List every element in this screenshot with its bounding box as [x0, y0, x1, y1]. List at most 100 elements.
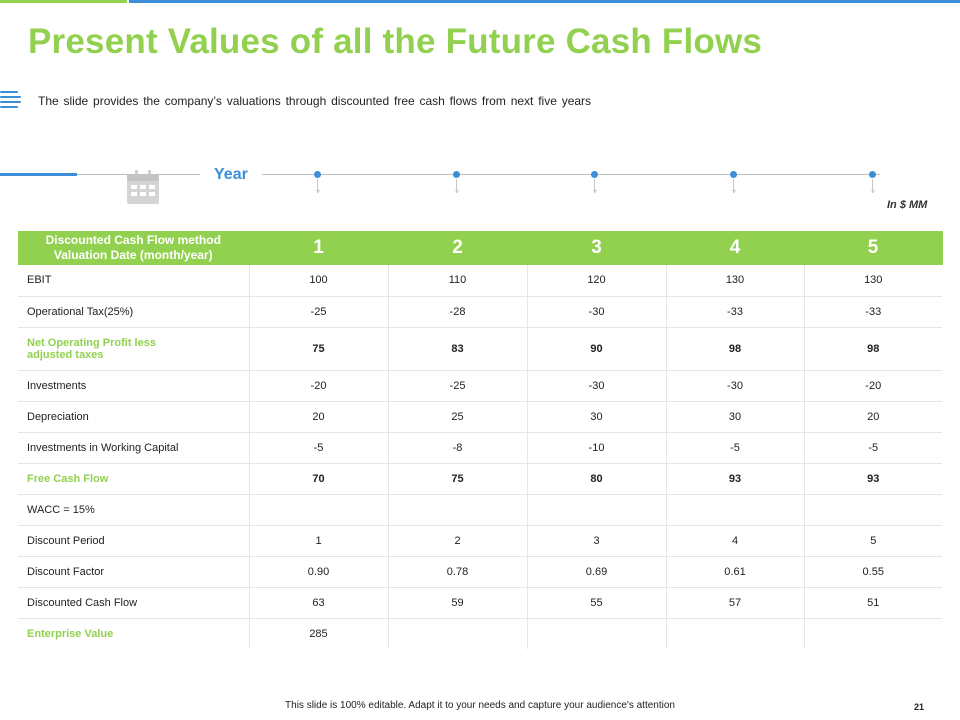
timeline-dot [591, 171, 598, 178]
table-cell: -33 [804, 296, 942, 328]
table-header-year: 5 [804, 231, 943, 265]
calendar-icon [127, 170, 159, 204]
table-cell: 93 [804, 463, 942, 495]
table-cell [804, 618, 942, 649]
table-cell: 110 [388, 265, 528, 297]
subtitle: The slide provides the company’s valuati… [38, 94, 592, 108]
table-cell: 20 [249, 401, 389, 433]
hamburger-menu-icon [0, 91, 22, 108]
row-label: Enterprise Value [18, 618, 250, 649]
timeline-dot [869, 171, 876, 178]
row-label: Investments [18, 370, 250, 402]
row-label: Free Cash Flow [18, 463, 250, 495]
table-cell: 130 [804, 265, 942, 297]
table-cell [388, 618, 528, 649]
table-cell: 93 [666, 463, 805, 495]
row-label-line1: Net Operating Profit less [27, 336, 156, 349]
timeline-dot [730, 171, 737, 178]
row-label: Net Operating Profit less adjusted taxes [18, 327, 250, 371]
table-cell: 30 [666, 401, 805, 433]
row-label: EBIT [18, 265, 250, 297]
header-label-line2: Valuation Date (month/year) [53, 248, 213, 262]
table-cell: 55 [527, 587, 667, 619]
table-cell: -28 [388, 296, 528, 328]
header-label-line1: Discounted Cash Flow method [45, 233, 221, 247]
table-cell: -30 [527, 370, 667, 402]
row-label: Operational Tax(25%) [18, 296, 250, 328]
table-cell [527, 618, 667, 649]
table-cell: -25 [249, 296, 389, 328]
table-header-row: Discounted Cash Flow method Valuation Da… [18, 231, 943, 265]
table-cell: 0.69 [527, 556, 667, 588]
table-cell: 80 [527, 463, 667, 495]
table-header-year: 3 [527, 231, 667, 265]
table-cell: 285 [249, 618, 389, 649]
table-row-investments: Investments -20 -25 -30 -30 -20 [18, 370, 942, 402]
table-cell: 100 [249, 265, 389, 297]
table-row-discount-period: Discount Period 1 2 3 4 5 [18, 525, 942, 557]
table-cell: 25 [388, 401, 528, 433]
table-cell: 2 [388, 525, 528, 557]
table-row-enterprise-value: Enterprise Value 285 [18, 618, 942, 649]
table-row-depreciation: Depreciation 20 25 30 30 20 [18, 401, 942, 433]
table-cell: 75 [249, 327, 389, 371]
table-cell: -10 [527, 432, 667, 464]
timeline-dot [314, 171, 321, 178]
table-cell: 0.61 [666, 556, 805, 588]
table-cell: -20 [804, 370, 942, 402]
table-cell [804, 494, 942, 526]
timeline-accent-bar [0, 173, 77, 176]
timeline-dot [453, 171, 460, 178]
timeline-tick [317, 179, 318, 193]
table-row-working-capital: Investments in Working Capital -5 -8 -10… [18, 432, 942, 464]
timeline-year-label: Year [214, 166, 248, 183]
top-accent-bar-blue [129, 0, 960, 3]
top-accent-bar-green [0, 0, 127, 3]
table-cell: 98 [804, 327, 942, 371]
table-cell: 0.78 [388, 556, 528, 588]
table-cell: 130 [666, 265, 805, 297]
row-label: Depreciation [18, 401, 250, 433]
table-cell: -5 [804, 432, 942, 464]
table-header-method: Discounted Cash Flow method Valuation Da… [18, 231, 250, 265]
page-number: 21 [914, 702, 925, 712]
page-title: Present Values of all the Future Cash Fl… [28, 22, 763, 61]
timeline-arrow-icon [732, 190, 736, 193]
table-cell: 20 [804, 401, 942, 433]
timeline-arrow-icon [316, 190, 320, 193]
table-cell: -30 [666, 370, 805, 402]
table-cell: 63 [249, 587, 389, 619]
table-cell: 90 [527, 327, 667, 371]
table-cell: 0.90 [249, 556, 389, 588]
table-row-free-cash-flow: Free Cash Flow 70 75 80 93 93 [18, 463, 942, 495]
row-label: Investments in Working Capital [18, 432, 250, 464]
table-cell [249, 494, 389, 526]
timeline-line [262, 174, 880, 175]
table-cell [527, 494, 667, 526]
row-label: WACC = 15% [18, 494, 250, 526]
table-cell: 83 [388, 327, 528, 371]
table-cell: 59 [388, 587, 528, 619]
table-cell [666, 618, 805, 649]
table-cell: 1 [249, 525, 389, 557]
table-cell: -33 [666, 296, 805, 328]
timeline-arrow-icon [593, 190, 597, 193]
row-label: Discount Factor [18, 556, 250, 588]
timeline-arrow-icon [871, 190, 875, 193]
row-label: Discounted Cash Flow [18, 587, 250, 619]
table-header-year: 2 [388, 231, 528, 265]
table-row-nopat: Net Operating Profit less adjusted taxes… [18, 327, 942, 371]
table-cell: -30 [527, 296, 667, 328]
table-row-ebit: EBIT 100 110 120 130 130 [18, 265, 942, 297]
timeline-arrow-icon [455, 190, 459, 193]
timeline-tick [872, 179, 873, 193]
table-cell [388, 494, 528, 526]
timeline-tick [456, 179, 457, 193]
footer-note: This slide is 100% editable. Adapt it to… [285, 700, 675, 711]
table-row-discount-factor: Discount Factor 0.90 0.78 0.69 0.61 0.55 [18, 556, 942, 588]
timeline-tick [733, 179, 734, 193]
table-cell: -20 [249, 370, 389, 402]
table-cell [666, 494, 805, 526]
table-cell: 120 [527, 265, 667, 297]
table-row-discounted-cash-flow: Discounted Cash Flow 63 59 55 57 51 [18, 587, 942, 619]
